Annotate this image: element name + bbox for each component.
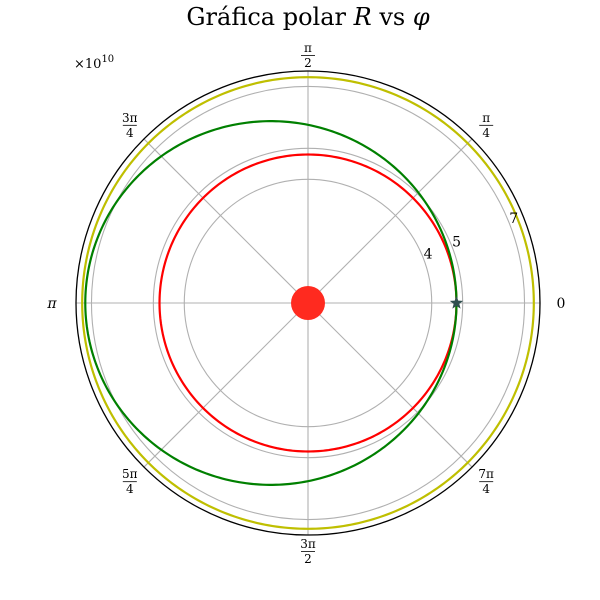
- polar-frame: [75, 70, 541, 536]
- angle-tick-den-1: 4: [482, 126, 490, 140]
- angle-tick-den-5: 4: [126, 482, 134, 496]
- sun-marker: [291, 286, 325, 320]
- chart-title: Gráfica polar R vs φ: [186, 3, 429, 31]
- angular-gridline-3: [143, 138, 309, 304]
- angle-tick-num-6: 3π: [300, 537, 316, 551]
- angular-gridline-5: [143, 302, 309, 468]
- angle-tick-den-6: 2: [304, 552, 312, 566]
- angle-tick-label-4: π: [46, 296, 57, 312]
- angle-tick-label-3: 3π4: [122, 111, 138, 140]
- series-layer: [81, 76, 535, 530]
- grid-layer: [75, 70, 541, 536]
- title-text: Gráfica polar: [186, 3, 353, 31]
- radial-tick-label-1: 5: [452, 234, 461, 250]
- angle-tick-label-0: 0: [557, 296, 566, 312]
- angle-tick-label-2: π2: [301, 41, 315, 70]
- radial-tick-label-2: 7: [509, 211, 518, 227]
- title-var-phi: φ: [413, 3, 430, 31]
- angle-tick-num-5: 5π: [122, 467, 138, 481]
- angle-tick-text-4: π: [46, 296, 57, 312]
- angle-tick-num-3: 3π: [122, 111, 138, 125]
- planet-star-marker: [449, 296, 464, 309]
- orbit-series-0: [158, 153, 458, 453]
- title-var-r: R: [353, 3, 372, 31]
- title-mid: vs: [372, 3, 413, 31]
- angular-gridline-1: [307, 138, 473, 304]
- marker-layer: [291, 286, 464, 320]
- angle-tick-text-0: 0: [557, 296, 566, 312]
- angle-tick-den-3: 4: [126, 126, 134, 140]
- orbit-series-2: [81, 76, 535, 530]
- angle-tick-label-6: 3π2: [300, 537, 316, 566]
- angular-gridline-7: [307, 302, 473, 468]
- angle-tick-num-7: 7π: [478, 467, 494, 481]
- angle-tick-label-5: 5π4: [122, 467, 138, 496]
- angle-tick-den-2: 2: [304, 56, 312, 70]
- radial-multiplier: ×1010: [74, 54, 114, 72]
- angle-tick-num-2: π: [304, 41, 312, 55]
- radial-tick-label-0: 4: [424, 246, 433, 262]
- orbit-series-1: [84, 120, 458, 486]
- angle-tick-num-1: π: [482, 111, 490, 125]
- angle-tick-den-7: 4: [482, 482, 490, 496]
- multiplier-exponent: 10: [101, 54, 114, 65]
- angle-tick-label-7: 7π4: [478, 467, 494, 496]
- multiplier-base: ×10: [74, 57, 101, 72]
- angle-tick-label-1: π4: [479, 111, 494, 140]
